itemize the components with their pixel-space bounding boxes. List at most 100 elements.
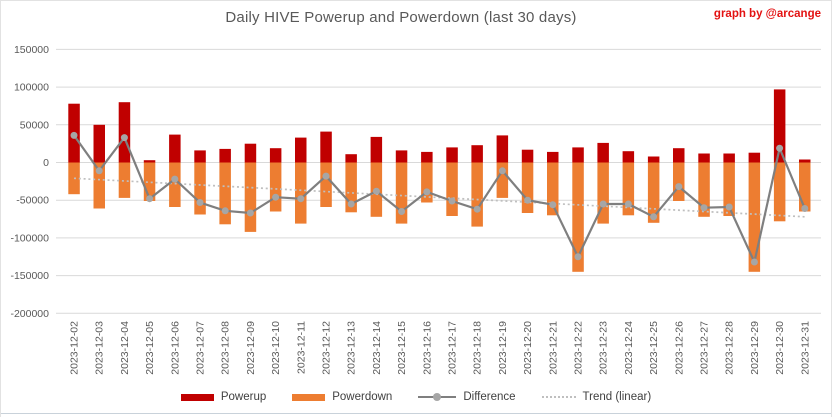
powerup-bar [521, 149, 534, 163]
powerup-bar [93, 124, 105, 163]
difference-marker [95, 167, 103, 175]
difference-marker [624, 200, 632, 208]
x-tick-label: 2023-12-22 [573, 321, 585, 375]
powerup-bar [320, 131, 332, 163]
difference-marker [372, 187, 380, 195]
powerup-bar [723, 153, 735, 163]
powerdown-bar [320, 162, 332, 207]
powerdown-bar [572, 162, 584, 272]
x-tick-label: 2023-12-02 [69, 321, 81, 375]
x-tick-label: 2023-12-31 [799, 321, 811, 375]
x-tick-label: 2023-12-28 [724, 321, 736, 375]
y-tick-label: -100000 [10, 232, 49, 244]
powerup-bar [295, 137, 307, 163]
x-tick-label: 2023-12-03 [94, 321, 106, 375]
legend-item-difference: Difference [418, 391, 516, 403]
powerup-bar [169, 134, 181, 163]
powerdown-bar [521, 162, 534, 213]
powerup-bar [496, 135, 509, 163]
powerdown-bar [773, 162, 786, 222]
difference-marker [171, 175, 179, 183]
difference-marker [448, 197, 456, 205]
difference-marker [700, 204, 708, 212]
powerup-bar [647, 156, 660, 163]
powerdown-swatch [292, 393, 326, 401]
window-bottom-edge [1, 413, 831, 414]
powerup-bar [773, 89, 786, 163]
difference-marker [322, 172, 330, 180]
powerdown-bar [446, 162, 458, 216]
legend-item-trend: Trend (linear) [541, 391, 652, 403]
difference-swatch [418, 393, 457, 401]
powerdown-bar [547, 162, 559, 216]
legend-label-powerdown: Powerdown [332, 391, 393, 403]
powerup-bar [269, 148, 282, 163]
powerup-bar [219, 148, 231, 163]
y-tick-label: -50000 [16, 195, 49, 207]
difference-marker [221, 207, 229, 215]
powerup-bar [572, 147, 584, 163]
difference-marker [599, 200, 607, 208]
legend-label-powerup: Powerup [220, 391, 267, 403]
x-tick-label: 2023-12-23 [598, 321, 610, 375]
x-tick-label: 2023-12-29 [749, 321, 761, 375]
y-tick-label: -200000 [10, 308, 49, 320]
difference-marker [801, 205, 809, 212]
difference-marker [398, 208, 406, 215]
legend-item-powerup: Powerup [180, 391, 267, 403]
powerdown-bar [143, 162, 156, 201]
x-tick-label: 2023-12-27 [699, 321, 711, 375]
powerup-bar [370, 136, 383, 163]
powerup-bar [446, 147, 458, 163]
difference-line [73, 134, 806, 266]
y-tick-label: -150000 [10, 270, 49, 282]
powerdown-bar [471, 162, 483, 227]
legend: Powerup Powerdown Difference Trend (line… [1, 391, 831, 403]
x-tick-label: 2023-12-21 [547, 321, 559, 375]
powerdown-bar [244, 162, 257, 232]
difference-marker [297, 195, 305, 203]
difference-marker [750, 258, 758, 266]
x-tick-label: 2023-12-04 [119, 321, 131, 375]
powerup-swatch [180, 393, 214, 401]
powerup-bar [471, 145, 483, 163]
legend-item-powerdown: Powerdown [292, 391, 392, 403]
powerdown-bar [345, 162, 357, 213]
powerup-bar [118, 102, 131, 163]
x-tick-label: 2023-12-11 [295, 321, 307, 374]
difference-marker [524, 196, 532, 204]
powerdown-bar [647, 162, 660, 223]
powerdown-bar [295, 162, 307, 224]
powerdown-bar [698, 162, 710, 217]
x-tick-label: 2023-12-13 [346, 321, 358, 375]
powerup-bar [748, 152, 761, 163]
difference-marker [423, 188, 431, 196]
powerdown-bar [118, 162, 131, 198]
x-tick-label: 2023-12-14 [371, 321, 383, 375]
x-tick-label: 2023-12-25 [648, 321, 660, 375]
powerup-bar [547, 151, 559, 163]
x-tick-label: 2023-12-20 [522, 321, 534, 375]
powerup-bar [395, 150, 408, 163]
y-tick-label: 50000 [20, 119, 49, 131]
x-tick-label: 2023-12-26 [673, 321, 685, 375]
powerup-bar [673, 148, 685, 163]
powerdown-bar [723, 162, 735, 216]
legend-label-trend: Trend (linear) [582, 391, 652, 403]
powerup-bar [421, 151, 433, 163]
difference-marker [120, 134, 128, 142]
powerdown-bar [622, 162, 635, 216]
powerup-bar [799, 159, 811, 163]
difference-marker [675, 183, 683, 191]
powerup-bar [698, 153, 710, 163]
legend-label-difference: Difference [463, 391, 516, 403]
powerdown-bar [395, 162, 408, 224]
powerdown-bar [496, 162, 509, 198]
powerup-bar [597, 142, 609, 163]
difference-marker [272, 193, 280, 201]
powerdown-bar [219, 162, 231, 225]
powerdown-bar [799, 162, 811, 212]
difference-marker [246, 209, 254, 217]
